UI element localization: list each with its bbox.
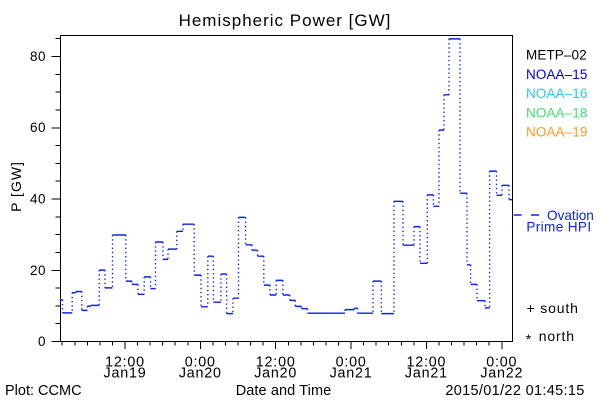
svg-text:Jan20: Jan20: [179, 366, 222, 382]
svg-text:60: 60: [30, 120, 46, 135]
svg-text:0:00: 0:00: [336, 355, 367, 371]
svg-text:Jan22: Jan22: [480, 366, 523, 382]
svg-text:+ south: + south: [527, 300, 579, 316]
svg-text:P [GW]: P [GW]: [8, 161, 24, 212]
svg-text:Date and Time: Date and Time: [236, 383, 332, 399]
svg-text:Ovation: Ovation: [547, 208, 594, 223]
svg-text:Prime HPI: Prime HPI: [526, 220, 591, 235]
svg-text:0: 0: [38, 334, 46, 349]
svg-text:NOAA–15: NOAA–15: [526, 67, 587, 82]
svg-text:Jan21: Jan21: [330, 366, 373, 382]
svg-text:Jan19: Jan19: [104, 366, 147, 382]
svg-text:METP–02: METP–02: [526, 48, 587, 63]
svg-text:Hemispheric Power [GW]: Hemispheric Power [GW]: [179, 11, 392, 30]
svg-text:* north: * north: [526, 328, 575, 347]
svg-text:0:00: 0:00: [486, 355, 517, 371]
svg-text:Plot: CCMC: Plot: CCMC: [5, 383, 82, 399]
svg-text:NOAA–16: NOAA–16: [526, 86, 587, 101]
svg-text:40: 40: [30, 192, 46, 207]
svg-text:2015/01/22 01:45:15: 2015/01/22 01:45:15: [445, 383, 584, 399]
svg-text:80: 80: [30, 49, 46, 64]
svg-text:0:00: 0:00: [185, 355, 216, 371]
svg-text:NOAA–18: NOAA–18: [526, 105, 587, 120]
svg-text:12:00: 12:00: [407, 355, 447, 371]
svg-text:20: 20: [30, 263, 46, 278]
svg-text:12:00: 12:00: [105, 355, 145, 371]
svg-text:Jan21: Jan21: [405, 366, 448, 382]
svg-text:Jan20: Jan20: [254, 366, 297, 382]
svg-text:12:00: 12:00: [256, 355, 296, 371]
svg-text:NOAA–19: NOAA–19: [526, 125, 587, 140]
